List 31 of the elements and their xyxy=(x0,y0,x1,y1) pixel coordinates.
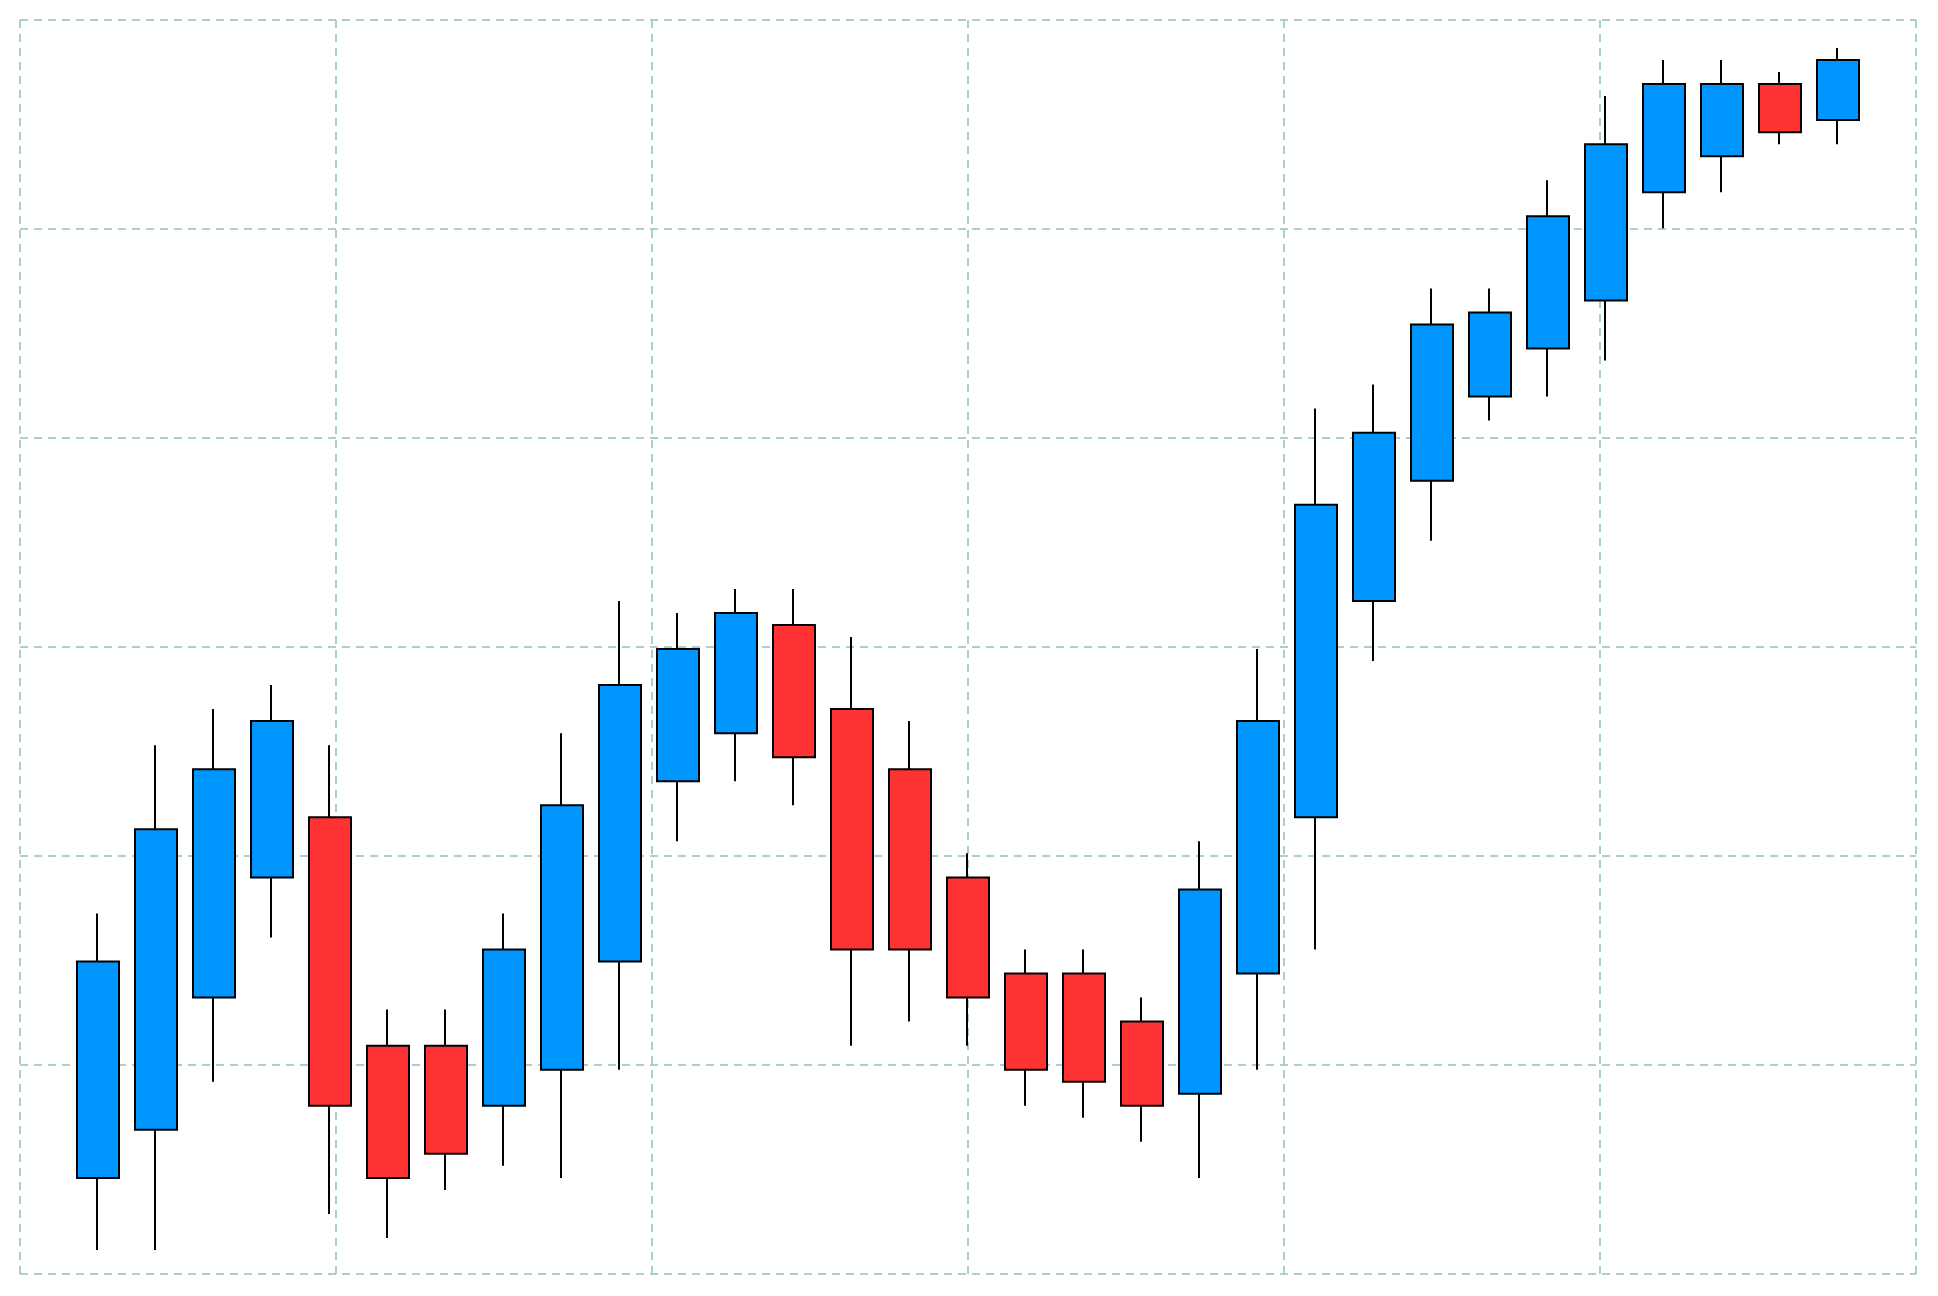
candlestick xyxy=(1120,996,1164,1143)
candlestick xyxy=(1584,95,1628,362)
candlestick xyxy=(1294,407,1338,951)
candlestick xyxy=(1410,287,1454,542)
candlestick xyxy=(1700,59,1744,194)
candlestick xyxy=(1178,840,1222,1179)
candlestick xyxy=(482,912,526,1167)
candlestick xyxy=(1004,948,1048,1107)
candlestick xyxy=(308,744,352,1215)
candlestick xyxy=(946,852,990,1047)
candlestick xyxy=(1758,71,1802,146)
candlestick xyxy=(424,1008,468,1191)
candlestick xyxy=(830,635,874,1047)
candlestick xyxy=(598,599,642,1071)
candlestick xyxy=(1236,648,1280,1071)
candlestick xyxy=(1816,47,1860,146)
candlestick xyxy=(192,708,236,1083)
candlestick xyxy=(366,1008,410,1239)
candlestick xyxy=(714,587,758,783)
candlestick xyxy=(1352,383,1396,663)
candlestick xyxy=(1468,287,1512,422)
candlestick xyxy=(134,744,178,1251)
candlestick xyxy=(656,611,700,843)
candlestick xyxy=(888,720,932,1023)
candlestick xyxy=(250,684,294,939)
candlestick xyxy=(540,732,584,1179)
candlestick xyxy=(1062,948,1106,1119)
candlestick xyxy=(772,587,816,807)
candlestick xyxy=(76,912,120,1251)
candlestick xyxy=(1526,179,1570,398)
candlestick xyxy=(1642,59,1686,230)
